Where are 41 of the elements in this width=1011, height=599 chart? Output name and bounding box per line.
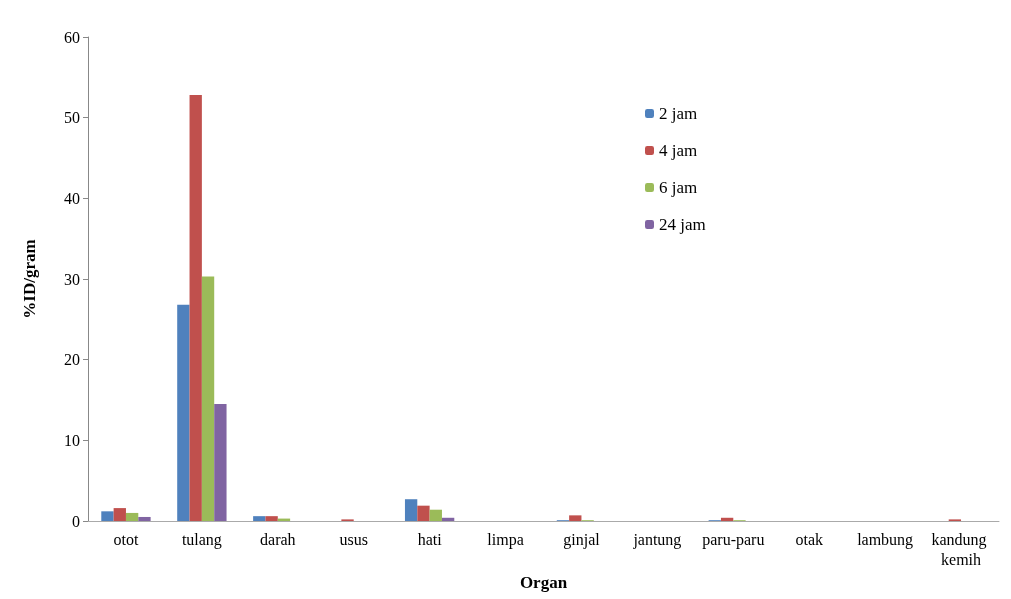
x-tick-label: jantung [632,530,682,549]
y-tick-label: 40 [64,189,80,207]
y-axis-title: %ID/gram [20,239,39,319]
legend-label: 4 jam [659,141,698,160]
bar [177,304,190,521]
y-tick-label: 0 [72,512,80,530]
bar [720,517,734,521]
bar [189,95,202,521]
y-tick-label: 50 [64,109,80,127]
bar [101,511,114,521]
x-tick-label: paru-paru [702,530,765,549]
y-tick-label: 20 [64,351,80,369]
bar [113,508,126,521]
x-tick-label: otot [113,530,139,548]
x-tick-label: kandung kemih [931,530,991,568]
legend-label: 2 jam [659,104,698,123]
bar [138,516,151,521]
legend-label: 6 jam [659,178,698,197]
bar [253,516,266,521]
y-tick-label: 10 [64,431,80,449]
bar [125,512,139,521]
legend-label: 24 jam [659,215,706,234]
bar [404,499,418,521]
bar [429,509,442,521]
x-tick-label: limpa [487,530,524,549]
bar [569,515,582,521]
bar [214,404,227,521]
bar [201,276,215,521]
bar [441,517,455,521]
bar [265,516,278,521]
x-tick-label: ginjal [563,530,601,549]
y-tick-label: 60 [64,28,80,46]
x-tick-label: usus [339,530,368,548]
x-tick-label: otak [795,530,823,548]
x-tick-label: darah [260,530,296,548]
x-axis-title: Organ [519,572,568,592]
bar [417,505,430,521]
x-tick-label: hati [417,530,443,548]
y-tick-label: 30 [64,270,80,288]
x-tick-label: tulang [181,530,222,549]
x-tick-label: lambung [857,530,914,549]
